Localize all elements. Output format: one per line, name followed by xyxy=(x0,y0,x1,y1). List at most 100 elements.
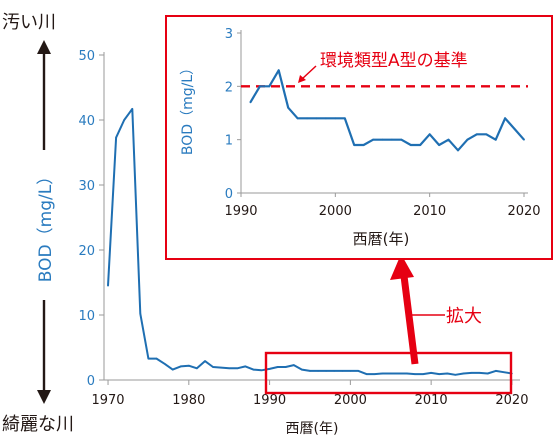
arrow-up-head-icon xyxy=(37,40,51,54)
inset-chart: 1990 2000 2010 2020 0 1 2 3 西暦(年) BOD（mg/L） 環境… xyxy=(165,15,553,260)
main-y-tick-label: 40 xyxy=(78,114,95,129)
main-data-point xyxy=(188,364,190,367)
main-data-point xyxy=(414,373,416,375)
main-data-point xyxy=(333,370,336,372)
main-data-point xyxy=(284,366,287,368)
main-data-point xyxy=(503,371,505,374)
main-data-point xyxy=(179,365,182,368)
inset-data-point xyxy=(494,138,497,141)
main-data-point xyxy=(236,367,239,370)
inset-data-point xyxy=(409,144,412,146)
inset-data-point xyxy=(315,117,318,120)
zoom-highlight-box xyxy=(264,351,513,395)
main-data-point xyxy=(430,372,432,374)
main-data-point xyxy=(422,373,424,375)
main-data-point xyxy=(446,372,449,375)
main-data-point xyxy=(438,373,441,375)
main-data-point xyxy=(349,370,352,372)
inset-y-tick-label: 0 xyxy=(225,187,233,202)
main-data-point xyxy=(486,372,489,375)
main-data-point xyxy=(478,372,481,374)
main-data-point xyxy=(293,364,295,366)
inset-data-point xyxy=(438,144,440,146)
left-annotation: 汚い川 綺麗な川 BOD（mg/L） xyxy=(2,12,74,435)
inset-x-tick-label: 2000 xyxy=(319,204,352,219)
main-data-point xyxy=(381,372,384,375)
inset-x-tick-labels: 1990 2000 2010 2020 xyxy=(224,204,540,219)
inset-data-point xyxy=(391,138,393,141)
inset-data-point xyxy=(457,149,459,152)
clean-river-label: 綺麗な川 xyxy=(2,414,74,435)
inset-data-point xyxy=(513,128,516,130)
zoom-label: 拡大 xyxy=(446,306,482,327)
zoom-arrow-shaft xyxy=(400,275,419,365)
inset-data-point xyxy=(334,117,337,120)
main-x-tick-label: 2000 xyxy=(334,393,367,408)
inset-data-point xyxy=(400,138,403,141)
zoom-arrow-head-icon xyxy=(390,254,414,280)
standard-label-leader xyxy=(301,65,317,80)
inset-data-point xyxy=(523,138,525,141)
main-data-point xyxy=(139,312,142,315)
main-data-point xyxy=(107,284,109,287)
main-y-tick-label: 30 xyxy=(78,179,95,194)
main-y-tick-labels: 0 10 20 30 40 50 xyxy=(78,49,95,389)
standard-leader-arrow-icon xyxy=(298,75,306,83)
inset-x-tick-label: 2020 xyxy=(507,204,540,219)
main-data-point xyxy=(301,368,303,371)
inset-data-point xyxy=(447,138,450,141)
main-data-point xyxy=(204,360,206,362)
main-y-tick-label: 20 xyxy=(78,244,95,259)
inset-y-axis-label: BOD（mg/L） xyxy=(180,61,196,155)
inset-data-point xyxy=(428,133,431,136)
main-data-point xyxy=(389,372,392,375)
main-y-axis-label: BOD（mg/L） xyxy=(36,168,56,282)
main-data-point xyxy=(131,108,134,110)
main-data-point xyxy=(317,370,319,372)
arrow-down-head-icon xyxy=(37,390,51,404)
main-data-point xyxy=(212,366,214,368)
main-data-point xyxy=(171,368,174,371)
main-data-point xyxy=(462,372,465,375)
inset-data-point xyxy=(249,101,252,104)
main-data-point xyxy=(398,372,400,375)
inset-y-tick-labels: 0 1 2 3 xyxy=(225,27,233,202)
inset-x-tick-label: 2010 xyxy=(413,204,446,219)
inset-data-point xyxy=(325,117,327,120)
inset-data-point xyxy=(353,144,356,146)
main-data-point xyxy=(220,366,222,369)
inset-data-point xyxy=(485,133,488,136)
main-x-axis-label: 西暦(年) xyxy=(286,421,339,437)
main-data-point xyxy=(406,372,408,375)
inset-series-line xyxy=(249,69,525,152)
main-data-point xyxy=(309,370,311,372)
main-data-point xyxy=(115,136,117,139)
main-data-point xyxy=(494,370,497,372)
inset-x-tick-label: 1990 xyxy=(224,204,257,219)
main-x-tick-label: 2010 xyxy=(415,393,448,408)
main-data-point xyxy=(252,368,255,371)
main-data-point xyxy=(365,373,368,375)
inset-data-point xyxy=(419,144,422,146)
inset-data-point xyxy=(287,106,290,109)
inset-data-point xyxy=(381,138,384,141)
main-data-point xyxy=(244,365,247,368)
main-axes xyxy=(99,52,520,385)
main-data-point xyxy=(163,362,166,365)
main-data-point xyxy=(228,367,231,370)
inset-x-axis-label: 西暦(年) xyxy=(353,230,410,248)
main-data-point xyxy=(325,370,327,372)
main-data-point xyxy=(155,357,158,360)
main-data-point xyxy=(373,373,376,375)
main-data-point xyxy=(260,369,263,372)
inset-data-point xyxy=(268,85,271,88)
main-x-tick-label: 1970 xyxy=(91,393,124,408)
main-data-point xyxy=(276,366,279,368)
main-x-tick-label: 1990 xyxy=(253,393,286,408)
inset-axes xyxy=(237,30,528,197)
inset-frame xyxy=(165,15,553,260)
standard-label: 環境類型A型の基準 xyxy=(320,51,468,71)
main-data-point xyxy=(196,367,198,370)
inset-y-tick-label: 3 xyxy=(225,27,233,42)
